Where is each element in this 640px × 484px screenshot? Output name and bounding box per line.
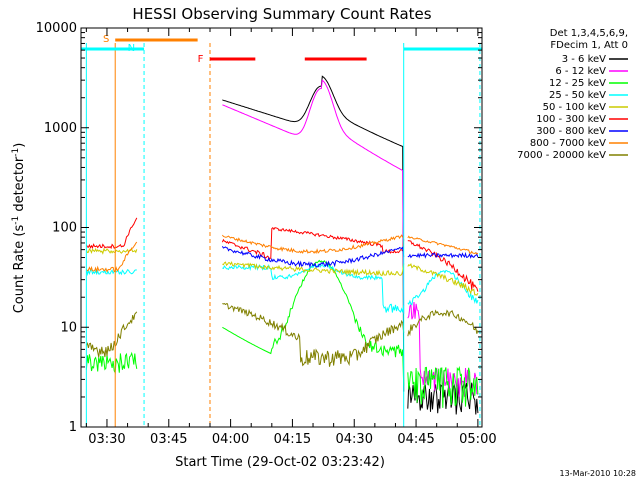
series-line-2-seg-1 bbox=[222, 259, 405, 386]
series-line-8-seg-2 bbox=[407, 309, 479, 337]
legend-label-3: 25 - 50 keV bbox=[549, 90, 606, 101]
x-tick-label-5: 04:45 bbox=[397, 432, 434, 447]
legend: Det 1,3,4,5,6,9,FDecim 1, Att 0 3 - 6 keV… bbox=[517, 28, 628, 161]
series-line-5-seg-0 bbox=[85, 217, 138, 250]
series-line-4-seg-2 bbox=[407, 262, 479, 296]
series-line-6-seg-1 bbox=[221, 246, 405, 269]
flag-letter-0: S bbox=[103, 34, 109, 45]
legend-label-0: 3 - 6 keV bbox=[562, 54, 606, 65]
series-line-2-seg-2 bbox=[407, 365, 479, 408]
plot-frame bbox=[80, 27, 483, 428]
legend-header-1: FDecim 1, Att 0 bbox=[550, 40, 628, 51]
legend-label-1: 6 - 12 keV bbox=[555, 66, 606, 77]
series-line-4-seg-1 bbox=[222, 260, 405, 277]
series-line-3-seg-2 bbox=[407, 269, 479, 306]
flag-group: S N F bbox=[81, 34, 482, 65]
legend-header-0: Det 1,3,4,5,6,9, bbox=[550, 28, 628, 39]
series-line-3-seg-1 bbox=[222, 263, 405, 313]
legend-label-7: 800 - 7000 keV bbox=[530, 138, 606, 149]
series-line-7-seg-2 bbox=[407, 235, 479, 255]
series-line-7-seg-0 bbox=[85, 241, 138, 274]
series-line-7-seg-1 bbox=[221, 234, 404, 255]
y-tick-label-4: 10000 bbox=[36, 21, 77, 36]
legend-label-8: 7000 - 20000 keV bbox=[517, 150, 606, 161]
data-series-group bbox=[85, 43, 481, 427]
x-tick-label-3: 04:15 bbox=[274, 432, 311, 447]
legend-label-5: 100 - 300 keV bbox=[536, 114, 606, 125]
legend-label-6: 300 - 800 keV bbox=[536, 126, 606, 137]
y-tick-label-0: 1 bbox=[69, 420, 77, 435]
legend-label-2: 12 - 25 keV bbox=[549, 78, 606, 89]
series-line-1-seg-1 bbox=[222, 79, 405, 314]
series-line-8-seg-1 bbox=[222, 303, 405, 367]
legend-label-4: 50 - 100 keV bbox=[543, 102, 607, 113]
footer-timestamp: 13-Mar-2010 10:28 bbox=[560, 469, 637, 478]
x-tick-label-4: 04:30 bbox=[336, 432, 373, 447]
y-tick-label-1: 10 bbox=[60, 320, 77, 335]
series-line-3-seg-0 bbox=[85, 268, 137, 277]
chart-title: HESSI Observing Summary Count Rates bbox=[132, 5, 431, 23]
series-line-0-seg-1 bbox=[222, 75, 405, 392]
series-line-5-seg-2 bbox=[407, 240, 479, 292]
y-tick-label-2: 100 bbox=[52, 221, 77, 236]
x-tick-label-1: 03:45 bbox=[150, 432, 187, 447]
x-axis-label: Start Time (29-Oct-02 03:23:42) bbox=[175, 455, 385, 470]
y-tick-label-3: 1000 bbox=[44, 121, 77, 136]
flag-letter-1: N bbox=[128, 43, 135, 54]
series-line-0-seg-2 bbox=[407, 381, 479, 415]
flag-letter-2: F bbox=[198, 54, 204, 65]
y-axis-label: Count Rate (s-1 detector-1) bbox=[11, 143, 27, 314]
series-line-8-seg-0 bbox=[85, 311, 138, 358]
series-line-5-seg-1 bbox=[221, 226, 405, 260]
x-tick-label-2: 04:00 bbox=[212, 432, 249, 447]
axes-group: 03:30 03:45 04:00 04:15 04:30 04:45 05:00 1 10 10… bbox=[36, 21, 497, 447]
x-tick-label-6: 05:00 bbox=[459, 432, 496, 447]
series-line-6-seg-2 bbox=[407, 251, 479, 259]
series-line-2-seg-0 bbox=[85, 351, 138, 375]
x-tick-label-0: 03:30 bbox=[88, 432, 125, 447]
